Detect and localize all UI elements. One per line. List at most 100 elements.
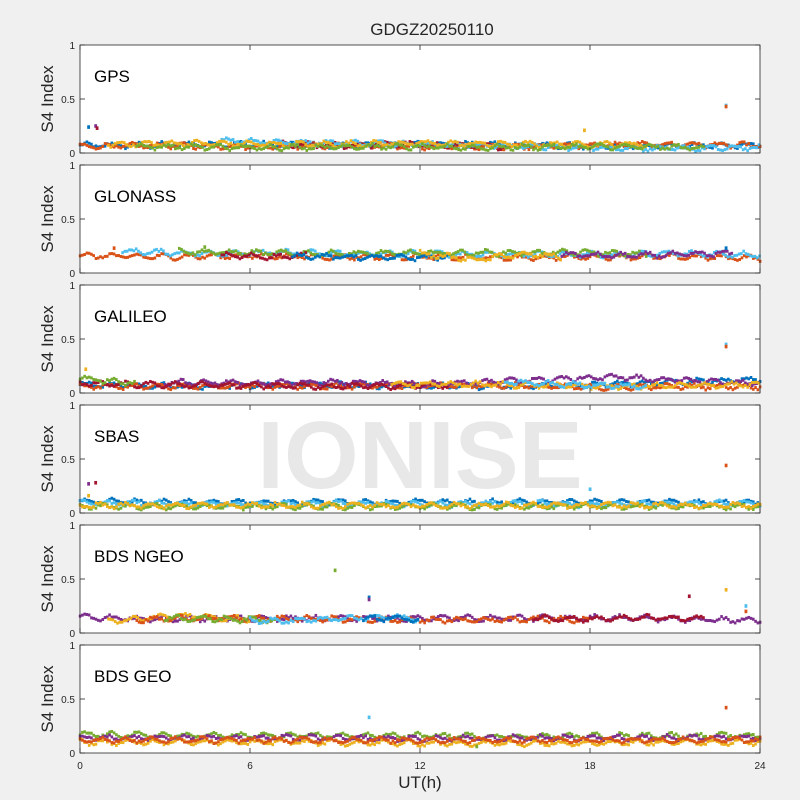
data-point [527,255,530,259]
data-point [215,141,219,145]
data-point [453,140,457,144]
data-point [294,386,297,390]
data-point [457,502,460,506]
data-point [312,382,315,386]
data-point [362,382,365,386]
data-point [686,501,689,505]
data-point [375,254,378,258]
data-point [164,384,168,388]
data-point [264,251,267,255]
data-point [262,146,265,150]
data-point [569,251,573,255]
data-point [659,147,662,151]
series-4 [78,500,762,511]
data-point [171,386,175,390]
data-point [521,140,525,144]
data-point [174,147,177,151]
data-point [565,250,568,254]
data-point [559,258,562,262]
data-point [395,253,399,257]
data-point [481,379,484,383]
outliers [112,245,728,250]
data-point [281,144,285,148]
data-point [142,506,145,510]
data-point [631,250,634,254]
data-point [752,502,755,506]
data-point [242,498,245,502]
data-point [535,376,539,380]
data-point [286,142,289,146]
data-point [685,254,688,258]
data-point [543,252,547,256]
data-point [531,143,534,147]
data-point [413,382,416,386]
data-point [527,506,531,510]
data-point [166,140,169,144]
data-point [387,503,390,507]
data-point [701,250,704,254]
data-point [507,258,510,262]
data-point [293,254,297,258]
data-point [477,384,481,388]
data-point [278,384,281,388]
data-point [359,503,363,507]
data-point [412,499,415,503]
data-point [613,249,616,253]
data-point [115,383,118,387]
data-point [341,143,345,147]
data-point [329,251,333,255]
data-point [257,504,261,508]
data-point [193,253,197,257]
data-point [739,145,743,149]
data-point [423,255,426,259]
data-point [597,387,601,391]
data-point [383,380,387,384]
data-point [244,501,247,505]
data-point [712,251,716,255]
data-point [259,249,263,253]
data-point [337,503,340,507]
data-point [87,384,91,388]
data-point [396,503,399,507]
data-point [504,258,508,262]
data-point [567,148,570,152]
data-point [341,506,345,510]
data-point [192,501,195,505]
data-point [92,384,95,388]
y-tick-label: 1 [69,161,75,172]
data-point [380,504,383,508]
data-point [445,253,449,257]
data-point [332,254,336,258]
data-point [393,253,396,257]
data-point [391,386,395,390]
data-point [228,503,231,507]
data-point [427,146,431,150]
data-point [216,252,220,256]
data-point [140,142,143,146]
data-point [309,251,313,255]
data-point [678,381,681,385]
data-point [563,142,567,146]
data-point [141,253,145,257]
data-point [189,498,193,502]
data-point [699,500,703,504]
data-point [338,252,342,256]
data-point [513,250,517,254]
data-point [314,143,318,147]
data-point [355,255,358,259]
data-point [296,147,299,151]
data-point [384,257,387,261]
data-point [456,250,460,254]
data-point [128,142,132,146]
data-point [235,146,238,150]
data-point [153,503,157,507]
data-point [725,249,729,253]
data-point [483,384,486,388]
data-point [217,143,220,147]
data-point [283,141,287,145]
data-point [237,505,241,509]
data-point [351,141,355,145]
data-point [523,507,526,511]
data-point [614,384,618,388]
